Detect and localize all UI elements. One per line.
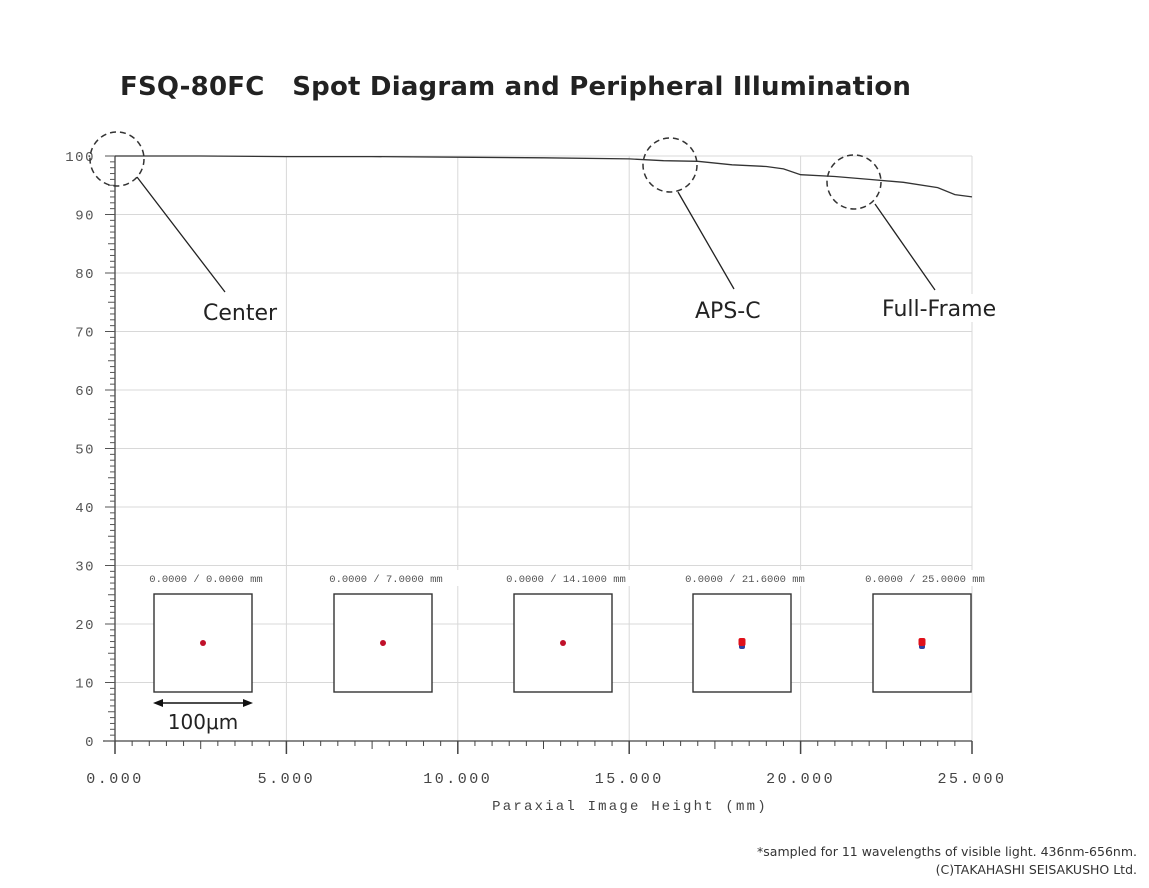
spot-dot	[560, 640, 566, 646]
annotation-label: Full-Frame	[882, 297, 996, 322]
arrow-left-icon	[153, 699, 163, 707]
svg-text:25.000: 25.000	[937, 771, 1006, 788]
spot-field-label: 0.0000 / 21.6000 mm	[685, 574, 805, 586]
spot-diagram: 0.0000 / 21.6000 mm	[664, 570, 824, 693]
spot-dot-red	[738, 638, 746, 646]
scale-bar: 100μm	[153, 699, 253, 734]
svg-text:0: 0	[85, 735, 95, 751]
chart-title: FSQ-80FC Spot Diagram and Peripheral Ill…	[120, 72, 912, 102]
spot-diagram: 0.0000 / 7.0000 mm	[305, 570, 465, 693]
annotation-aps-c: APS-C	[642, 137, 762, 324]
svg-text:5.000: 5.000	[258, 771, 316, 788]
svg-text:90: 90	[75, 209, 95, 225]
leader-line	[136, 176, 226, 293]
svg-text:50: 50	[75, 443, 95, 459]
leader-line	[677, 191, 735, 290]
dashed-circle-marker	[642, 137, 698, 193]
leader-line	[874, 203, 936, 291]
spot-diagram: 0.0000 / 25.0000 mm	[844, 570, 1004, 693]
svg-text:30: 30	[75, 560, 95, 576]
dashed-circle-marker	[826, 154, 882, 210]
x-axis-label: Paraxial Image Height (mm)	[492, 799, 768, 815]
spot-field-label: 0.0000 / 7.0000 mm	[329, 574, 442, 586]
footnote-copyright: (C)TAKAHASHI SEISAKUSHO Ltd.	[935, 862, 1137, 877]
svg-text:10: 10	[75, 677, 95, 693]
annotation-full-frame: Full-Frame	[826, 154, 1014, 322]
annotation-label: Center	[203, 301, 278, 326]
svg-text:15.000: 15.000	[595, 771, 664, 788]
svg-text:40: 40	[75, 501, 95, 517]
dashed-circle-marker	[89, 131, 145, 187]
spot-field-label: 0.0000 / 25.0000 mm	[865, 574, 985, 586]
arrow-right-icon	[243, 699, 253, 707]
spot-diagram: 0.0000 / 14.1000 mm	[485, 570, 645, 693]
annotation-center: Center	[89, 131, 283, 326]
svg-text:60: 60	[75, 384, 95, 400]
svg-text:100: 100	[65, 150, 95, 166]
footnote: *sampled for 11 wavelengths of visible l…	[757, 843, 1137, 879]
spot-field-label: 0.0000 / 14.1000 mm	[506, 574, 626, 586]
svg-text:20.000: 20.000	[766, 771, 835, 788]
spot-dot	[200, 640, 206, 646]
svg-text:10.000: 10.000	[423, 771, 492, 788]
spot-diagram-row: 0.0000 / 0.0000 mm 0.0000 / 7.0000 mm 0.00…	[125, 570, 1004, 693]
spot-field-label: 0.0000 / 0.0000 mm	[149, 574, 262, 586]
spot-diagram: 0.0000 / 0.0000 mm	[125, 570, 285, 693]
scale-bar-label: 100μm	[168, 710, 238, 734]
illumination-curve	[115, 155, 973, 198]
x-axis-ticks: 0.000 5.000 10.000 15.000 20.000 25.000	[86, 741, 1006, 788]
svg-text:70: 70	[75, 326, 95, 342]
spot-dot-red	[918, 638, 926, 646]
y-axis-ticks: 0 10 20 30 40 50 60 70 80 90 100	[65, 150, 115, 751]
annotation-label: APS-C	[695, 299, 761, 324]
svg-text:20: 20	[75, 618, 95, 634]
spot-dot	[380, 640, 386, 646]
spot-box	[153, 593, 253, 693]
footnote-wavelengths: *sampled for 11 wavelengths of visible l…	[757, 844, 1137, 859]
annotations: Center APS-C Full-Frame	[89, 131, 1014, 326]
grid-lines	[115, 155, 973, 741]
svg-text:0.000: 0.000	[86, 771, 144, 788]
svg-text:80: 80	[75, 267, 95, 283]
